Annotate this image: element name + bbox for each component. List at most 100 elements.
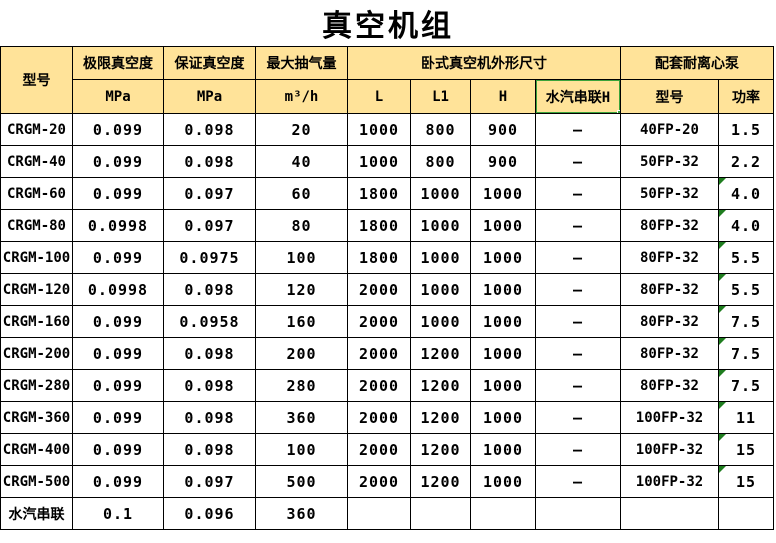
cell-capacity[interactable]: 360 <box>255 401 348 434</box>
cell-ultimate[interactable]: 0.099 <box>72 145 164 178</box>
cell-l[interactable]: 2000 <box>347 305 411 338</box>
cell-pump-model[interactable]: 100FP-32 <box>620 433 719 466</box>
cell-guaranteed[interactable]: 0.098 <box>163 433 256 466</box>
col-header-unit-mpa-2[interactable]: MPa <box>163 79 256 114</box>
cell-ultimate[interactable]: 0.099 <box>72 401 164 434</box>
cell-model[interactable]: CRGM-160 <box>0 305 73 338</box>
cell-model[interactable]: CRGM-200 <box>0 337 73 370</box>
cell-pump-model[interactable]: 80FP-32 <box>620 305 719 338</box>
cell-pump-model[interactable]: 40FP-20 <box>620 113 719 146</box>
cell-ultimate[interactable]: 0.0998 <box>72 209 164 242</box>
cell-h[interactable]: 1000 <box>470 465 536 498</box>
cell-power[interactable]: 4.0 <box>718 177 774 210</box>
cell-steam-h[interactable]: – <box>535 369 621 402</box>
cell-model[interactable]: CRGM-100 <box>0 241 73 274</box>
cell-ultimate[interactable]: 0.1 <box>72 497 164 530</box>
cell-l[interactable]: 1800 <box>347 209 411 242</box>
cell-capacity[interactable]: 100 <box>255 433 348 466</box>
cell-power[interactable]: 7.5 <box>718 305 774 338</box>
cell-pump-model[interactable] <box>620 497 719 530</box>
cell-capacity[interactable]: 20 <box>255 113 348 146</box>
cell-h[interactable]: 1000 <box>470 305 536 338</box>
cell-h[interactable]: 1000 <box>470 401 536 434</box>
cell-h[interactable]: 1000 <box>470 273 536 306</box>
col-header-power[interactable]: 功率 <box>718 79 774 114</box>
cell-power[interactable]: 5.5 <box>718 241 774 274</box>
cell-l1[interactable]: 800 <box>410 113 471 146</box>
cell-power[interactable]: 7.5 <box>718 369 774 402</box>
cell-capacity[interactable]: 60 <box>255 177 348 210</box>
cell-guaranteed[interactable]: 0.098 <box>163 401 256 434</box>
cell-power[interactable]: 5.5 <box>718 273 774 306</box>
col-header-pump-model[interactable]: 型号 <box>620 79 719 114</box>
cell-h[interactable]: 1000 <box>470 241 536 274</box>
cell-pump-model[interactable]: 50FP-32 <box>620 145 719 178</box>
cell-capacity[interactable]: 500 <box>255 465 348 498</box>
cell-h[interactable]: 1000 <box>470 369 536 402</box>
cell-capacity[interactable]: 100 <box>255 241 348 274</box>
cell-model[interactable]: CRGM-120 <box>0 273 73 306</box>
cell-h[interactable]: 1000 <box>470 337 536 370</box>
cell-l[interactable]: 1000 <box>347 145 411 178</box>
cell-h[interactable]: 1000 <box>470 177 536 210</box>
cell-model[interactable]: CRGM-40 <box>0 145 73 178</box>
cell-guaranteed[interactable]: 0.096 <box>163 497 256 530</box>
col-group-dimensions[interactable]: 卧式真空机外形尺寸 <box>347 46 621 80</box>
cell-capacity[interactable]: 200 <box>255 337 348 370</box>
cell-h[interactable]: 1000 <box>470 209 536 242</box>
cell-ultimate[interactable]: 0.0998 <box>72 273 164 306</box>
cell-power[interactable]: 11 <box>718 401 774 434</box>
cell-power[interactable]: 15 <box>718 465 774 498</box>
cell-l[interactable]: 1800 <box>347 241 411 274</box>
cell-pump-model[interactable]: 100FP-32 <box>620 465 719 498</box>
cell-l1[interactable]: 1000 <box>410 273 471 306</box>
cell-power[interactable]: 4.0 <box>718 209 774 242</box>
cell-h[interactable] <box>470 497 536 530</box>
cell-steam-h[interactable]: – <box>535 401 621 434</box>
cell-ultimate[interactable]: 0.099 <box>72 433 164 466</box>
cell-ultimate[interactable]: 0.099 <box>72 241 164 274</box>
col-header-unit-m3h[interactable]: m³/h <box>255 79 348 114</box>
cell-capacity[interactable]: 160 <box>255 305 348 338</box>
fill-handle[interactable] <box>617 110 620 113</box>
cell-l[interactable]: 1800 <box>347 177 411 210</box>
cell-l1[interactable]: 1200 <box>410 401 471 434</box>
col-header-unit-mpa-1[interactable]: MPa <box>72 79 164 114</box>
cell-pump-model[interactable]: 80FP-32 <box>620 273 719 306</box>
col-header-l[interactable]: L <box>347 79 411 114</box>
cell-l1[interactable]: 1000 <box>410 305 471 338</box>
cell-model[interactable]: CRGM-400 <box>0 433 73 466</box>
cell-capacity[interactable]: 40 <box>255 145 348 178</box>
cell-ultimate[interactable]: 0.099 <box>72 305 164 338</box>
cell-l[interactable]: 2000 <box>347 465 411 498</box>
cell-l[interactable]: 2000 <box>347 369 411 402</box>
cell-guaranteed[interactable]: 0.097 <box>163 465 256 498</box>
cell-guaranteed[interactable]: 0.097 <box>163 209 256 242</box>
cell-guaranteed[interactable]: 0.098 <box>163 273 256 306</box>
col-header-guaranteed-vacuum[interactable]: 保证真空度 <box>163 46 256 80</box>
cell-model[interactable]: CRGM-60 <box>0 177 73 210</box>
col-group-pump[interactable]: 配套耐离心泵 <box>620 46 774 80</box>
cell-l1[interactable]: 1200 <box>410 337 471 370</box>
cell-l1[interactable]: 1000 <box>410 241 471 274</box>
cell-steam-h[interactable] <box>535 497 621 530</box>
cell-l1[interactable]: 1000 <box>410 209 471 242</box>
cell-guaranteed[interactable]: 0.098 <box>163 337 256 370</box>
cell-power[interactable]: 2.2 <box>718 145 774 178</box>
cell-pump-model[interactable]: 80FP-32 <box>620 369 719 402</box>
cell-l[interactable]: 2000 <box>347 273 411 306</box>
cell-l1[interactable]: 1200 <box>410 433 471 466</box>
cell-l1[interactable]: 800 <box>410 145 471 178</box>
cell-steam-h[interactable]: – <box>535 209 621 242</box>
cell-l[interactable]: 2000 <box>347 433 411 466</box>
cell-power[interactable] <box>718 497 774 530</box>
cell-guaranteed[interactable]: 0.098 <box>163 369 256 402</box>
cell-guaranteed[interactable]: 0.0958 <box>163 305 256 338</box>
cell-guaranteed[interactable]: 0.098 <box>163 113 256 146</box>
cell-ultimate[interactable]: 0.099 <box>72 369 164 402</box>
cell-steam-h[interactable]: – <box>535 177 621 210</box>
cell-h[interactable]: 1000 <box>470 433 536 466</box>
cell-pump-model[interactable]: 80FP-32 <box>620 209 719 242</box>
cell-ultimate[interactable]: 0.099 <box>72 465 164 498</box>
cell-model[interactable]: CRGM-500 <box>0 465 73 498</box>
